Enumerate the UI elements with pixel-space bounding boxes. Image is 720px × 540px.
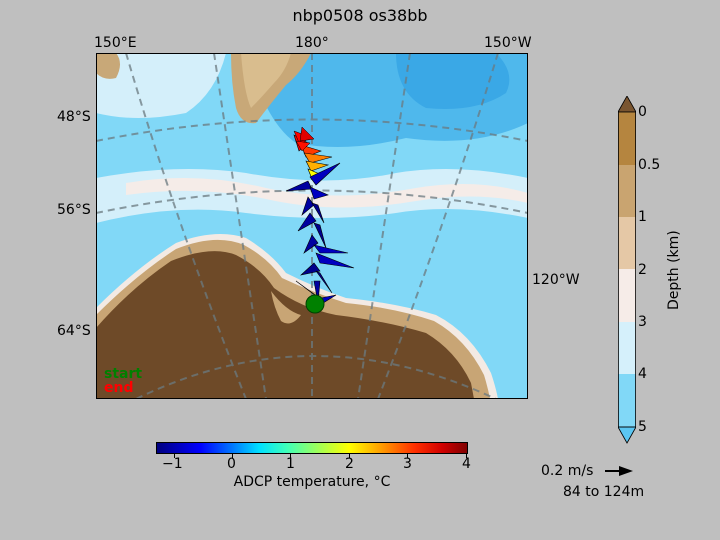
lon-label-150w: 150°W xyxy=(484,35,532,51)
lat-label-56s: 56°S xyxy=(57,202,91,218)
vector-arrow xyxy=(311,202,325,224)
shelf-pale-nw xyxy=(96,53,226,118)
vector-arrow xyxy=(303,234,319,254)
vector-arrow xyxy=(313,222,327,249)
vector-arrow xyxy=(299,262,321,276)
ridge-band xyxy=(126,178,528,208)
velocity-scale-label: 0.2 m/s xyxy=(541,463,594,479)
temp-tickmark xyxy=(407,454,408,458)
depth-tick-4: 4 xyxy=(638,366,647,382)
lon-label-180: 180° xyxy=(295,35,329,51)
temp-tickmark xyxy=(174,454,175,458)
depth-range-label: 84 to 124m xyxy=(563,484,645,500)
deep-ocean-patch xyxy=(396,53,510,109)
lat-label-64s: 64°S xyxy=(57,323,91,339)
depth-tick-1: 1 xyxy=(638,209,647,225)
temp-tick-1: 1 xyxy=(286,456,295,472)
graticule xyxy=(96,53,528,399)
depth-colorbar-label: Depth (km) xyxy=(666,230,682,310)
end-marker xyxy=(293,126,315,152)
temperature-colorbar xyxy=(156,442,468,454)
vector-arrow xyxy=(305,160,330,172)
vector-arrow xyxy=(303,152,333,164)
depth-tick-0: 0 xyxy=(638,104,647,120)
vector-arrow xyxy=(309,186,329,200)
vector-arrow xyxy=(315,270,333,294)
vector-arrow xyxy=(315,252,355,269)
map-panel xyxy=(96,53,528,399)
depth-tick-2: 2 xyxy=(638,262,647,278)
depth-tick-3: 3 xyxy=(638,314,647,330)
temp-tickmark xyxy=(466,454,467,458)
temp-tickmark xyxy=(349,454,350,458)
page-title: nbp0508 os38bb xyxy=(292,6,428,25)
vector-arrow xyxy=(309,162,341,186)
vector-arrow xyxy=(285,180,313,192)
start-marker xyxy=(305,294,325,314)
lon-label-120w: 120°W xyxy=(532,272,580,288)
depth-tick-5: 5 xyxy=(638,419,647,435)
temp-tick-0: 0 xyxy=(227,456,236,472)
depth-tick-0-5: 0.5 xyxy=(638,157,661,173)
start-label: start xyxy=(104,366,143,382)
temp-tick-4: 4 xyxy=(462,456,471,472)
adcp-vectors xyxy=(285,134,355,306)
temp-tick-minus1: −1 xyxy=(162,456,183,472)
vector-arrow xyxy=(297,212,317,232)
lon-label-150e: 150°E xyxy=(94,35,137,51)
temp-tickmark xyxy=(290,454,291,458)
landmass-tasmania xyxy=(96,53,120,79)
vector-arrow xyxy=(313,244,349,254)
temp-tick-3: 3 xyxy=(403,456,412,472)
temp-tickmark xyxy=(232,454,233,458)
temperature-colorbar-label: ADCP temperature, °C xyxy=(233,474,391,490)
vector-arrow xyxy=(301,196,315,216)
velocity-scale-arrow-icon xyxy=(605,466,633,476)
lat-label-48s: 48°S xyxy=(57,109,91,125)
temp-tick-2: 2 xyxy=(345,456,354,472)
depth-colorbar xyxy=(618,96,636,444)
landmass-antarctica xyxy=(96,251,474,399)
landmass-new-zealand-inner xyxy=(241,53,291,108)
end-label: end xyxy=(104,380,134,396)
coast-detail xyxy=(271,291,301,324)
